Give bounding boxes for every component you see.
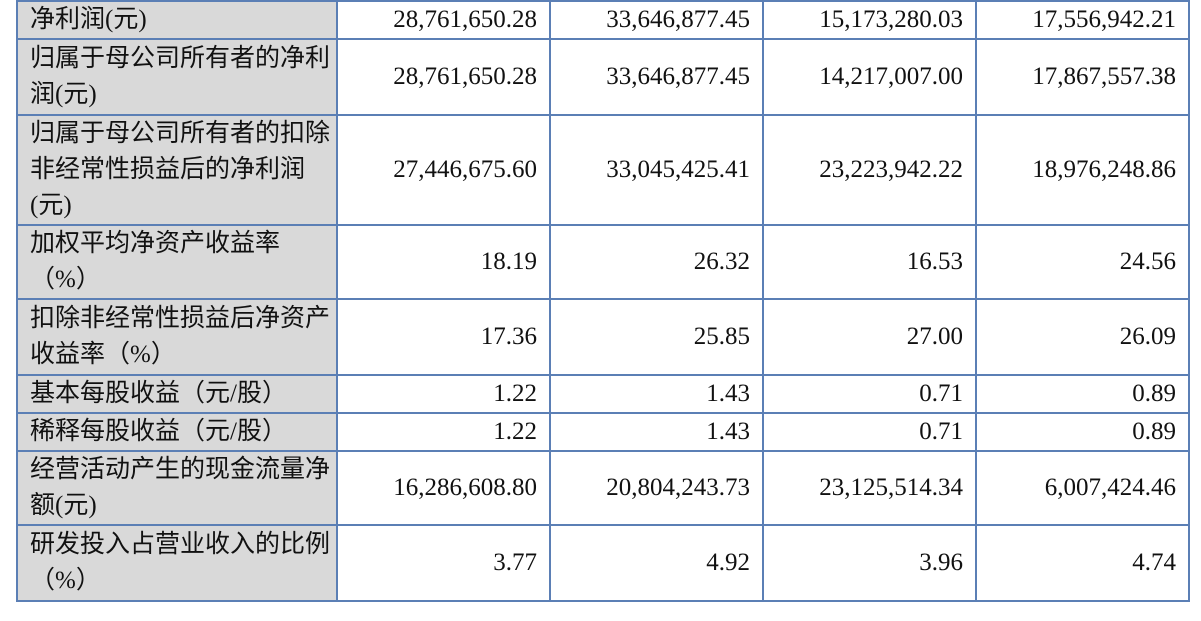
table-row: 稀释每股收益（元/股） 1.22 1.43 0.71 0.89 [16, 412, 1190, 452]
table-cell: 4.74 [975, 524, 1190, 602]
table-row: 扣除非经常性损益后净资产收益率（%） 17.36 25.85 27.00 26.… [16, 298, 1190, 376]
table-cell: 33,646,877.45 [549, 0, 764, 40]
table-cell: 24.56 [975, 224, 1190, 300]
table-cell: 27.00 [762, 298, 977, 376]
row-label-diluted-eps: 稀释每股收益（元/股） [16, 412, 338, 452]
table-cell: 15,173,280.03 [762, 0, 977, 40]
table-row: 加权平均净资产收益率（%） 18.19 26.32 16.53 24.56 [16, 224, 1190, 300]
table-cell: 3.77 [336, 524, 551, 602]
table-cell: 20,804,243.73 [549, 450, 764, 526]
table-cell: 4.92 [549, 524, 764, 602]
table-cell: 28,761,650.28 [336, 38, 551, 116]
table-cell: 33,646,877.45 [549, 38, 764, 116]
table-row: 归属于母公司所有者的扣除非经常性损益后的净利润(元) 27,446,675.60… [16, 114, 1190, 226]
table-cell: 0.71 [762, 374, 977, 414]
financial-indicators-table: 净利润(元) 28,761,650.28 33,646,877.45 15,17… [16, 0, 1190, 602]
table-cell: 1.22 [336, 374, 551, 414]
table-cell: 6,007,424.46 [975, 450, 1190, 526]
table-cell: 23,223,942.22 [762, 114, 977, 226]
table-cell: 0.71 [762, 412, 977, 452]
row-label-net-profit-attributable: 归属于母公司所有者的净利润(元) [16, 38, 338, 116]
table-cell: 18.19 [336, 224, 551, 300]
table-cell: 27,446,675.60 [336, 114, 551, 226]
row-label-net-profit: 净利润(元) [16, 0, 338, 40]
row-label-rd-ratio: 研发投入占营业收入的比例（%） [16, 524, 338, 602]
row-label-operating-cash-flow: 经营活动产生的现金流量净额(元) [16, 450, 338, 526]
table-row: 归属于母公司所有者的净利润(元) 28,761,650.28 33,646,87… [16, 38, 1190, 116]
table-cell: 26.32 [549, 224, 764, 300]
row-label-deducted-roe: 扣除非经常性损益后净资产收益率（%） [16, 298, 338, 376]
table-row: 基本每股收益（元/股） 1.22 1.43 0.71 0.89 [16, 374, 1190, 414]
table-row: 研发投入占营业收入的比例（%） 3.77 4.92 3.96 4.74 [16, 524, 1190, 602]
table-cell: 3.96 [762, 524, 977, 602]
table-cell: 1.22 [336, 412, 551, 452]
table-cell: 18,976,248.86 [975, 114, 1190, 226]
table-cell: 17.36 [336, 298, 551, 376]
row-label-net-profit-deducted: 归属于母公司所有者的扣除非经常性损益后的净利润(元) [16, 114, 338, 226]
table-cell: 17,867,557.38 [975, 38, 1190, 116]
table-cell: 0.89 [975, 412, 1190, 452]
table-row: 经营活动产生的现金流量净额(元) 16,286,608.80 20,804,24… [16, 450, 1190, 526]
table-cell: 25.85 [549, 298, 764, 376]
row-label-basic-eps: 基本每股收益（元/股） [16, 374, 338, 414]
table-cell: 1.43 [549, 374, 764, 414]
table-row: 净利润(元) 28,761,650.28 33,646,877.45 15,17… [16, 0, 1190, 40]
table-cell: 33,045,425.41 [549, 114, 764, 226]
table-cell: 17,556,942.21 [975, 0, 1190, 40]
table-cell: 16,286,608.80 [336, 450, 551, 526]
table-cell: 1.43 [549, 412, 764, 452]
table-cell: 16.53 [762, 224, 977, 300]
table-cell: 26.09 [975, 298, 1190, 376]
row-label-weighted-roe: 加权平均净资产收益率（%） [16, 224, 338, 300]
table-cell: 0.89 [975, 374, 1190, 414]
table-cell: 23,125,514.34 [762, 450, 977, 526]
table-cell: 28,761,650.28 [336, 0, 551, 40]
table-cell: 14,217,007.00 [762, 38, 977, 116]
